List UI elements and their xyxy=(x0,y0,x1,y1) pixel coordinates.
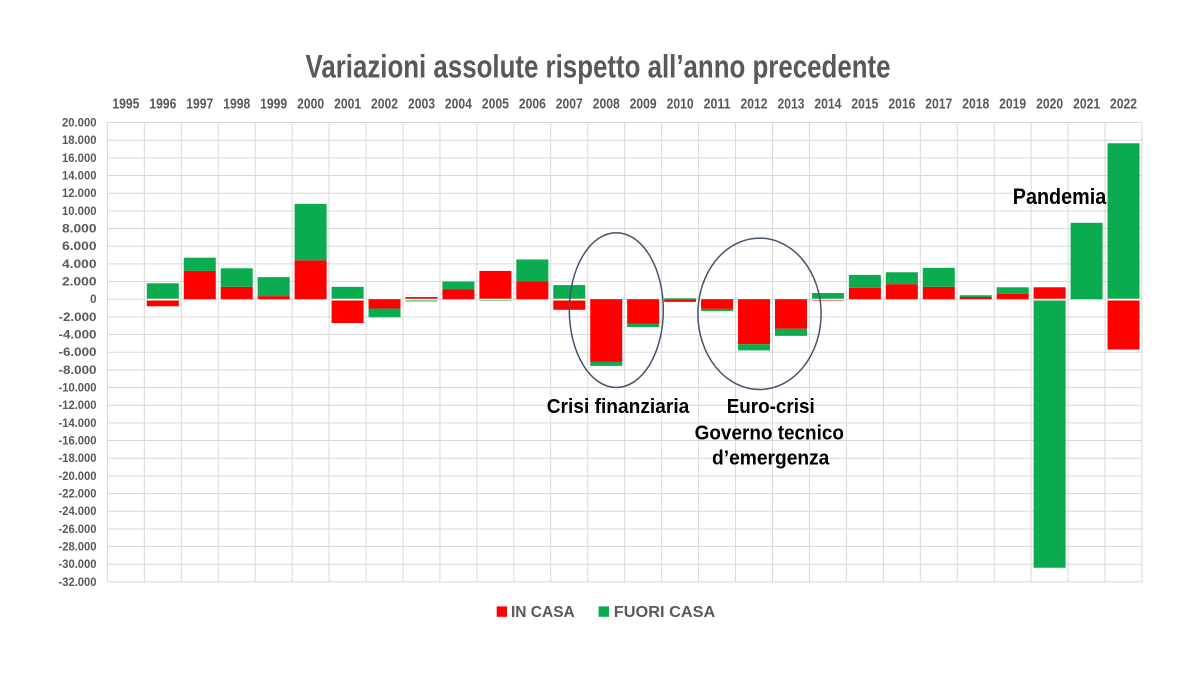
svg-text:-18.000: -18.000 xyxy=(59,453,97,465)
svg-text:1996: 1996 xyxy=(149,96,176,113)
svg-text:6.000: 6.000 xyxy=(62,241,97,253)
svg-text:2012: 2012 xyxy=(741,96,768,113)
svg-text:1998: 1998 xyxy=(223,96,250,113)
svg-text:10.000: 10.000 xyxy=(62,206,97,218)
svg-text:14.000: 14.000 xyxy=(62,170,97,182)
svg-text:2001: 2001 xyxy=(334,96,361,113)
svg-text:2021: 2021 xyxy=(1073,96,1100,113)
svg-text:2018: 2018 xyxy=(962,96,989,113)
svg-text:2015: 2015 xyxy=(851,96,878,113)
svg-text:2003: 2003 xyxy=(408,96,435,113)
svg-text:2009: 2009 xyxy=(630,96,657,113)
svg-text:2007: 2007 xyxy=(556,96,583,113)
svg-text:2000: 2000 xyxy=(297,96,324,113)
svg-text:FUORI CASA: FUORI CASA xyxy=(614,604,716,621)
svg-text:Pandemia: Pandemia xyxy=(1013,184,1107,209)
svg-text:1999: 1999 xyxy=(260,96,287,113)
svg-text:2017: 2017 xyxy=(925,96,952,113)
svg-text:2014: 2014 xyxy=(814,96,842,113)
svg-text:2020: 2020 xyxy=(1036,96,1063,113)
svg-text:-12.000: -12.000 xyxy=(59,400,97,412)
svg-text:2008: 2008 xyxy=(593,96,620,113)
svg-text:2013: 2013 xyxy=(777,96,804,113)
svg-text:IN CASA: IN CASA xyxy=(511,604,575,621)
svg-text:4.000: 4.000 xyxy=(62,259,97,271)
svg-text:-30.000: -30.000 xyxy=(59,559,97,571)
svg-text:16.000: 16.000 xyxy=(62,153,97,165)
svg-text:-32.000: -32.000 xyxy=(59,577,97,589)
svg-text:2002: 2002 xyxy=(371,96,398,113)
svg-text:-16.000: -16.000 xyxy=(59,435,97,447)
svg-text:20.000: 20.000 xyxy=(62,117,97,129)
svg-text:-26.000: -26.000 xyxy=(59,524,97,536)
svg-text:-2.000: -2.000 xyxy=(59,312,97,324)
svg-text:2006: 2006 xyxy=(519,96,546,113)
svg-text:2019: 2019 xyxy=(999,96,1026,113)
svg-text:2011: 2011 xyxy=(704,96,731,113)
svg-text:1995: 1995 xyxy=(112,96,139,113)
svg-text:2005: 2005 xyxy=(482,96,509,113)
svg-text:12.000: 12.000 xyxy=(62,188,97,200)
svg-text:-24.000: -24.000 xyxy=(59,506,97,518)
svg-text:2.000: 2.000 xyxy=(62,276,97,288)
svg-text:-10.000: -10.000 xyxy=(59,382,97,394)
svg-text:2022: 2022 xyxy=(1110,96,1137,113)
svg-text:-6.000: -6.000 xyxy=(59,347,97,359)
svg-text:2004: 2004 xyxy=(445,96,473,113)
svg-text:Variazioni assolute rispetto a: Variazioni assolute rispetto all’anno pr… xyxy=(306,49,891,85)
svg-text:2010: 2010 xyxy=(667,96,694,113)
svg-text:-28.000: -28.000 xyxy=(59,541,97,553)
svg-text:Euro-crisi: Euro-crisi xyxy=(727,396,815,418)
svg-text:Crisi finanziaria: Crisi finanziaria xyxy=(547,396,690,418)
svg-text:8.000: 8.000 xyxy=(62,223,97,235)
svg-text:-14.000: -14.000 xyxy=(59,418,97,430)
svg-text:0: 0 xyxy=(90,294,96,306)
svg-text:1997: 1997 xyxy=(186,96,213,113)
svg-text:-22.000: -22.000 xyxy=(59,488,97,500)
svg-text:-20.000: -20.000 xyxy=(59,471,97,483)
svg-text:-4.000: -4.000 xyxy=(59,329,97,341)
svg-text:Governo tecnico: Governo tecnico xyxy=(695,422,844,444)
svg-text:d’emergenza: d’emergenza xyxy=(712,448,830,470)
svg-text:-8.000: -8.000 xyxy=(59,365,97,377)
svg-text:2016: 2016 xyxy=(888,96,915,113)
svg-text:18.000: 18.000 xyxy=(62,135,97,147)
